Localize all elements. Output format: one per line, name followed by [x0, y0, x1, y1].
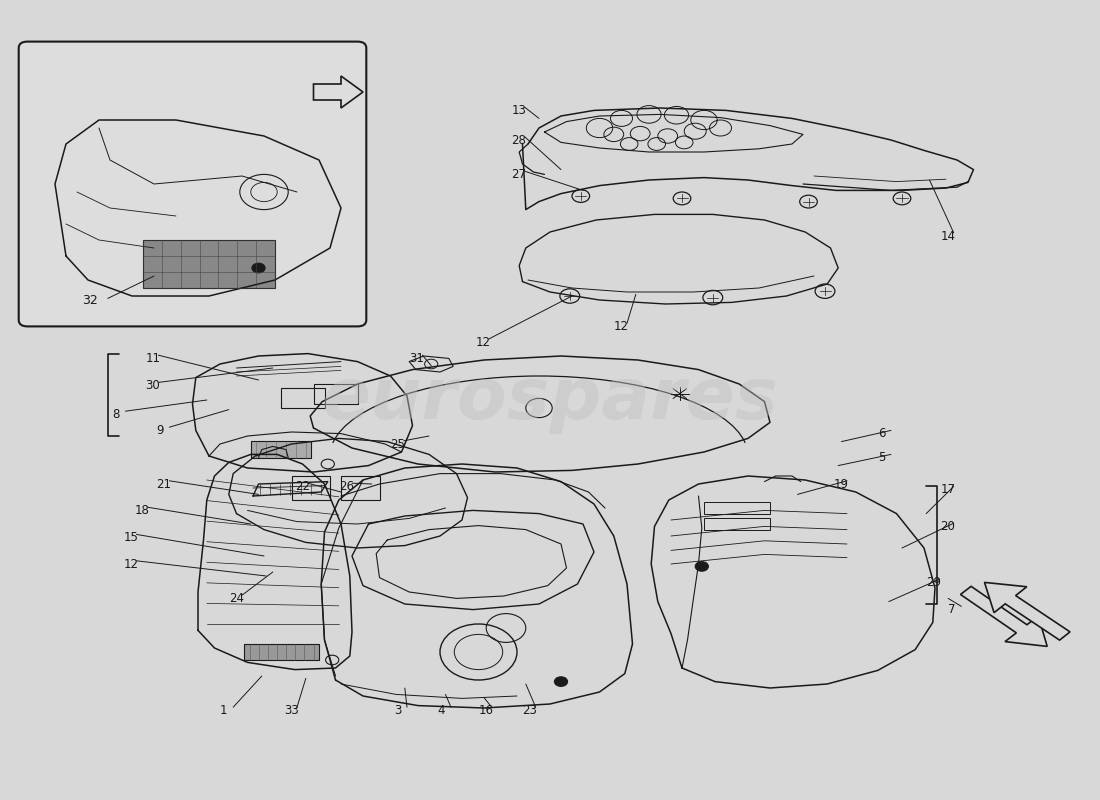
Bar [244, 644, 319, 660]
Text: 14: 14 [940, 230, 956, 242]
Text: 5: 5 [878, 451, 886, 464]
Text: eurospares: eurospares [321, 366, 779, 434]
Text: 1: 1 [220, 704, 228, 717]
Bar [280, 388, 324, 408]
Text: 13: 13 [512, 104, 527, 117]
Text: 12: 12 [123, 558, 139, 570]
Text: 27: 27 [512, 168, 527, 181]
Text: 22: 22 [295, 480, 310, 493]
Text: 23: 23 [522, 704, 538, 717]
Bar [314, 384, 358, 404]
Circle shape [695, 562, 708, 571]
Text: 33: 33 [284, 704, 298, 717]
Polygon shape [960, 586, 1047, 646]
Text: 28: 28 [512, 134, 527, 146]
Circle shape [554, 677, 568, 686]
Bar [704, 518, 770, 530]
Text: 4: 4 [438, 704, 446, 717]
Text: 24: 24 [229, 592, 244, 605]
Bar [292, 476, 330, 500]
Text: 18: 18 [134, 504, 150, 517]
Text: 11: 11 [145, 352, 161, 365]
Polygon shape [314, 76, 363, 108]
Text: 12: 12 [475, 336, 491, 349]
Bar [251, 441, 311, 458]
Text: 12: 12 [614, 320, 629, 333]
Text: 7: 7 [948, 603, 956, 616]
Text: 19: 19 [834, 478, 849, 490]
Text: 30: 30 [145, 379, 160, 392]
Text: 20: 20 [940, 520, 956, 533]
Text: 16: 16 [478, 704, 494, 717]
Text: 6: 6 [878, 427, 886, 440]
Text: 15: 15 [123, 531, 139, 544]
Text: 25: 25 [390, 438, 406, 450]
Text: 9: 9 [156, 424, 164, 437]
Text: 31: 31 [409, 352, 425, 365]
Bar [704, 502, 770, 514]
Text: 3: 3 [394, 704, 402, 717]
Text: 32: 32 [82, 294, 98, 306]
Polygon shape [984, 582, 1070, 640]
Circle shape [252, 263, 265, 273]
Bar [341, 476, 380, 500]
Bar [143, 240, 275, 288]
Text: 8: 8 [112, 408, 120, 421]
Text: 17: 17 [940, 483, 956, 496]
FancyBboxPatch shape [19, 42, 366, 326]
Text: 26: 26 [339, 480, 354, 493]
Text: 21: 21 [156, 478, 172, 490]
Text: 29: 29 [926, 576, 942, 589]
